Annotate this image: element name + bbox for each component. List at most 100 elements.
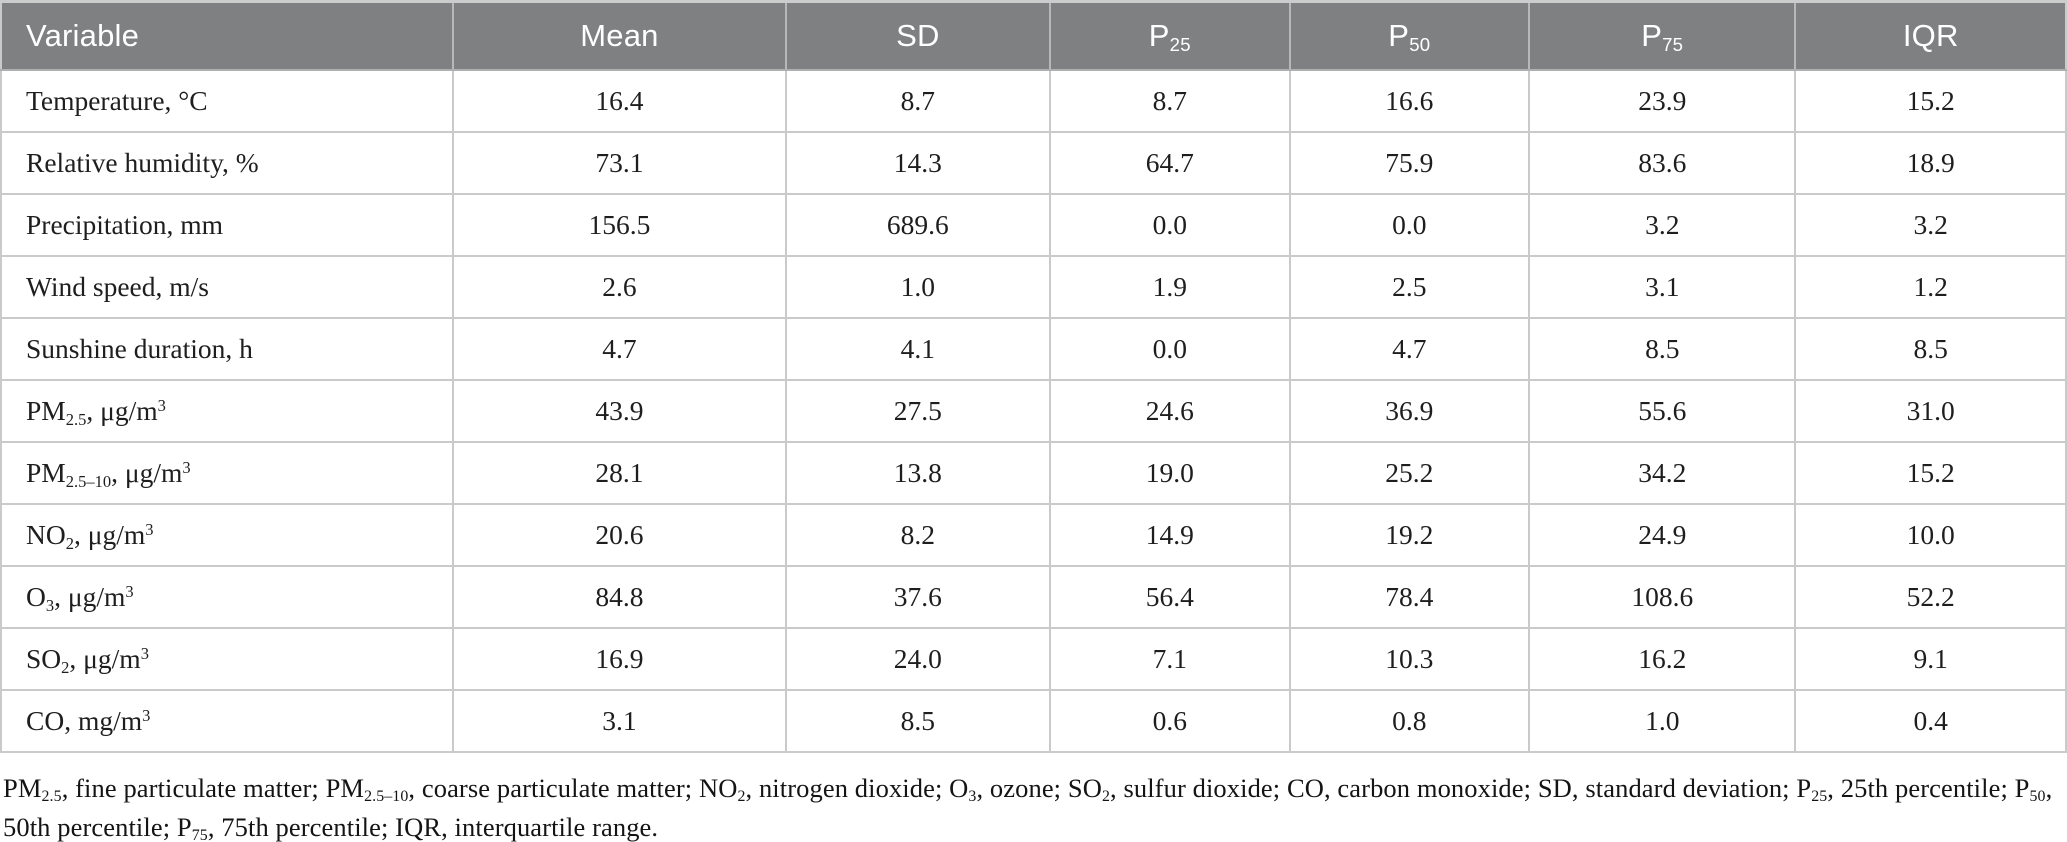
variable-cell: CO, mg/m3 <box>1 690 454 753</box>
value-cell-sd: 27.5 <box>784 380 1050 443</box>
value-cell-p25: 1.9 <box>1049 256 1290 319</box>
column-header-iqr: IQR <box>1794 0 2066 71</box>
value-cell-sd: 4.1 <box>784 318 1050 381</box>
value-cell-iqr: 31.0 <box>1794 380 2066 443</box>
value-cell-p50: 19.2 <box>1288 504 1530 567</box>
value-cell-p75: 8.5 <box>1528 318 1796 381</box>
value-cell-sd: 8.5 <box>784 690 1050 753</box>
value-cell-p75: 1.0 <box>1528 690 1796 753</box>
value-cell-p25: 0.0 <box>1049 194 1290 257</box>
value-cell-p50: 2.5 <box>1288 256 1530 319</box>
value-cell-sd: 8.2 <box>784 504 1050 567</box>
column-header-p25: P25 <box>1049 0 1290 71</box>
table-row: Temperature, °C 16.4 8.7 8.7 16.6 23.9 15.2 <box>1 70 2066 133</box>
variable-cell: Precipitation, mm <box>1 194 454 257</box>
value-cell-sd: 14.3 <box>784 132 1050 195</box>
value-cell-sd: 689.6 <box>784 194 1050 257</box>
value-cell-p25: 0.0 <box>1049 318 1290 381</box>
value-cell-p50: 16.6 <box>1288 70 1530 133</box>
column-header-mean: Mean <box>452 0 786 71</box>
table-row: SO2, μg/m3 16.9 24.0 7.1 10.3 16.2 9.1 <box>1 628 2066 691</box>
value-cell-iqr: 52.2 <box>1794 566 2066 629</box>
value-cell-iqr: 15.2 <box>1794 70 2066 133</box>
table-row: NO2, μg/m3 20.6 8.2 14.9 19.2 24.9 10.0 <box>1 504 2066 567</box>
value-cell-p50: 78.4 <box>1288 566 1530 629</box>
variable-cell: PM2.5–10, μg/m3 <box>1 442 454 505</box>
value-cell-mean: 16.4 <box>452 70 786 133</box>
value-cell-mean: 16.9 <box>452 628 786 691</box>
table-row: PM2.5–10, μg/m3 28.1 13.8 19.0 25.2 34.2 15.2 <box>1 442 2066 505</box>
value-cell-p50: 10.3 <box>1288 628 1530 691</box>
value-cell-mean: 4.7 <box>452 318 786 381</box>
value-cell-iqr: 1.2 <box>1794 256 2066 319</box>
table-row: Precipitation, mm 156.5 689.6 0.0 0.0 3.2 3.2 <box>1 194 2066 257</box>
table-row: O3, μg/m3 84.8 37.6 56.4 78.4 108.6 52.2 <box>1 566 2066 629</box>
value-cell-iqr: 8.5 <box>1794 318 2066 381</box>
variable-cell: Sunshine duration, h <box>1 318 454 381</box>
value-cell-mean: 28.1 <box>452 442 786 505</box>
value-cell-p75: 3.1 <box>1528 256 1796 319</box>
value-cell-iqr: 18.9 <box>1794 132 2066 195</box>
value-cell-p50: 25.2 <box>1288 442 1530 505</box>
variable-cell: Wind speed, m/s <box>1 256 454 319</box>
value-cell-p75: 23.9 <box>1528 70 1796 133</box>
column-header-variable: Variable <box>1 0 454 71</box>
table-row: Sunshine duration, h 4.7 4.1 0.0 4.7 8.5 8.5 <box>1 318 2066 381</box>
value-cell-p25: 56.4 <box>1049 566 1290 629</box>
variable-cell: Temperature, °C <box>1 70 454 133</box>
value-cell-p50: 75.9 <box>1288 132 1530 195</box>
value-cell-iqr: 3.2 <box>1794 194 2066 257</box>
value-cell-p25: 24.6 <box>1049 380 1290 443</box>
value-cell-p75: 24.9 <box>1528 504 1796 567</box>
value-cell-mean: 84.8 <box>452 566 786 629</box>
table-body: Temperature, °C 16.4 8.7 8.7 16.6 23.9 15.2 Rel… <box>1 70 2066 753</box>
column-header-p50: P50 <box>1288 0 1530 71</box>
value-cell-sd: 24.0 <box>784 628 1050 691</box>
value-cell-mean: 73.1 <box>452 132 786 195</box>
value-cell-iqr: 0.4 <box>1794 690 2066 753</box>
value-cell-p75: 16.2 <box>1528 628 1796 691</box>
value-cell-mean: 2.6 <box>452 256 786 319</box>
value-cell-p75: 34.2 <box>1528 442 1796 505</box>
variable-cell: SO2, μg/m3 <box>1 628 454 691</box>
variable-cell: Relative humidity, % <box>1 132 454 195</box>
variable-cell: NO2, μg/m3 <box>1 504 454 567</box>
table-row: Wind speed, m/s 2.6 1.0 1.9 2.5 3.1 1.2 <box>1 256 2066 319</box>
value-cell-sd: 37.6 <box>784 566 1050 629</box>
value-cell-iqr: 15.2 <box>1794 442 2066 505</box>
value-cell-p25: 0.6 <box>1049 690 1290 753</box>
value-cell-sd: 8.7 <box>784 70 1050 133</box>
value-cell-mean: 3.1 <box>452 690 786 753</box>
value-cell-sd: 13.8 <box>784 442 1050 505</box>
value-cell-mean: 43.9 <box>452 380 786 443</box>
value-cell-iqr: 9.1 <box>1794 628 2066 691</box>
value-cell-sd: 1.0 <box>784 256 1050 319</box>
variable-cell: PM2.5, μg/m3 <box>1 380 454 443</box>
value-cell-mean: 20.6 <box>452 504 786 567</box>
value-cell-p75: 3.2 <box>1528 194 1796 257</box>
table-header: Variable Mean SD P25 P50 P75 IQR <box>1 0 2066 71</box>
value-cell-p50: 0.8 <box>1288 690 1530 753</box>
table-row: CO, mg/m3 3.1 8.5 0.6 0.8 1.0 0.4 <box>1 690 2066 753</box>
column-header-sd: SD <box>784 0 1050 71</box>
column-header-p75: P75 <box>1528 0 1796 71</box>
value-cell-p25: 14.9 <box>1049 504 1290 567</box>
value-cell-p25: 64.7 <box>1049 132 1290 195</box>
value-cell-p50: 0.0 <box>1288 194 1530 257</box>
value-cell-mean: 156.5 <box>452 194 786 257</box>
value-cell-iqr: 10.0 <box>1794 504 2066 567</box>
table-header-row: Variable Mean SD P25 P50 P75 IQR <box>1 0 2066 71</box>
value-cell-p75: 108.6 <box>1528 566 1796 629</box>
descriptive-statistics-table: Variable Mean SD P25 P50 P75 IQR Temperature, … <box>0 0 2067 753</box>
table-row: PM2.5, μg/m3 43.9 27.5 24.6 36.9 55.6 31.0 <box>1 380 2066 443</box>
value-cell-p25: 8.7 <box>1049 70 1290 133</box>
value-cell-p75: 55.6 <box>1528 380 1796 443</box>
value-cell-p50: 36.9 <box>1288 380 1530 443</box>
value-cell-p25: 19.0 <box>1049 442 1290 505</box>
value-cell-p50: 4.7 <box>1288 318 1530 381</box>
value-cell-p25: 7.1 <box>1049 628 1290 691</box>
value-cell-p75: 83.6 <box>1528 132 1796 195</box>
variable-cell: O3, μg/m3 <box>1 566 454 629</box>
table-footnote: PM2.5, fine particulate matter; PM2.5–10… <box>3 773 2053 842</box>
